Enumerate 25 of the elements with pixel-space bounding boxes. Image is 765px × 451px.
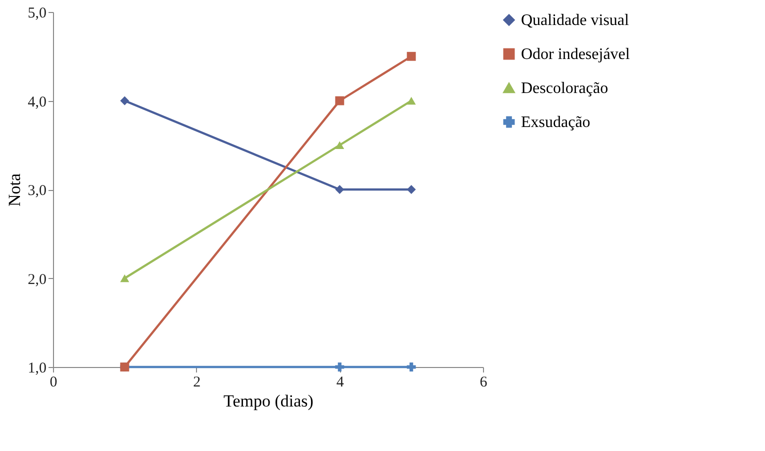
x-tick-label: 6 — [480, 374, 488, 390]
point — [406, 362, 416, 372]
legend-label: Qualidade visual — [521, 12, 630, 29]
y-tick-label: 5,0 — [28, 6, 46, 22]
legend-label: Odor indesejável — [521, 46, 630, 63]
legend-label: Descoloração — [521, 80, 608, 97]
point — [335, 185, 344, 194]
x-axis-title: Tempo (dias) — [224, 392, 314, 410]
point — [120, 274, 130, 282]
point — [406, 52, 416, 61]
point — [335, 362, 344, 372]
point — [406, 185, 416, 194]
point — [120, 96, 130, 106]
y-tick-label: 3,0 — [28, 183, 46, 199]
y-tick-label: 4,0 — [28, 94, 46, 110]
point — [335, 141, 344, 149]
y-tick-label: 1,0 — [28, 360, 46, 376]
point — [335, 96, 344, 106]
x-tick-label: 0 — [50, 374, 58, 390]
legend-label: Exsudação — [521, 114, 590, 131]
y-tick-label: 2,0 — [28, 272, 46, 288]
point — [406, 96, 416, 105]
x-tick-label: 4 — [336, 374, 344, 390]
y-axis-title: Nota — [4, 173, 24, 207]
x-tick-label: 2 — [193, 374, 201, 390]
